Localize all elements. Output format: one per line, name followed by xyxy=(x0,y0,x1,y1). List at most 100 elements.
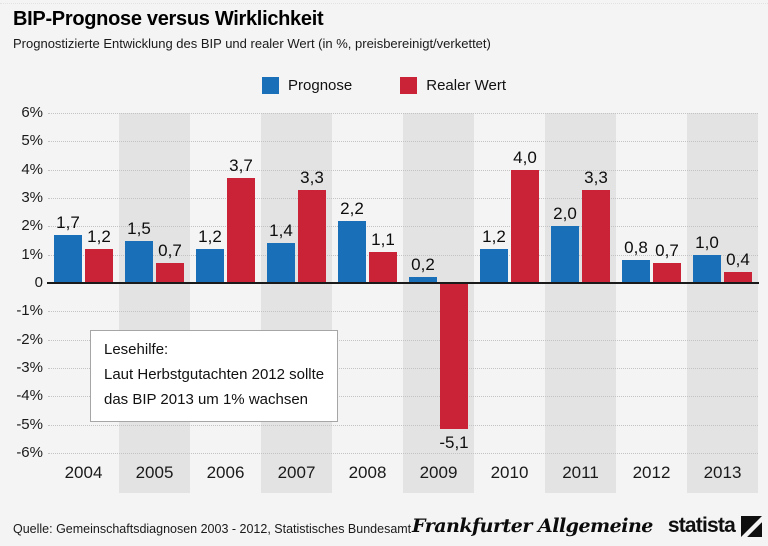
x-axis-label-2006: 2006 xyxy=(206,463,245,482)
bar-value-label-realer-wert-2009: -5,1 xyxy=(439,432,469,452)
y-axis-tick-label: 5% xyxy=(21,132,43,150)
y-axis-tick-label: 3% xyxy=(21,189,43,206)
column-band-2005 xyxy=(119,113,190,493)
bar-value-label-realer-wert-2013: 0,4 xyxy=(726,249,750,269)
bar-prognose-2004 xyxy=(54,234,82,283)
bar-prognose-2005 xyxy=(125,240,153,283)
x-axis-label-2004: 2004 xyxy=(64,463,103,482)
bar-prognose-2009 xyxy=(409,277,437,283)
y-axis-tick-label: 2% xyxy=(21,217,43,235)
bar-realer-wert-2011 xyxy=(582,189,610,283)
bar-value-label-realer-wert-2012: 0,7 xyxy=(655,241,679,261)
bar-value-label-realer-wert-2007: 3,3 xyxy=(300,167,324,187)
footer-logos: Frankfurter Allgemeine statista xyxy=(412,514,762,538)
bar-realer-wert-2010 xyxy=(511,169,539,283)
y-axis-tick-label: -3% xyxy=(16,359,43,376)
bar-value-label-realer-wert-2010: 4,0 xyxy=(513,147,537,167)
bar-prognose-2011 xyxy=(551,226,579,283)
bar-realer-wert-2007 xyxy=(298,189,326,283)
bar-prognose-2012 xyxy=(622,260,650,283)
bar-value-label-prognose-2012: 0,8 xyxy=(624,238,648,258)
bar-prognose-2010 xyxy=(480,249,508,283)
gridline--4% xyxy=(48,396,758,398)
gridline-6% xyxy=(48,113,758,114)
top-divider xyxy=(0,3,768,4)
y-axis-tick-label: 6% xyxy=(21,104,43,121)
x-axis-label-2005: 2005 xyxy=(135,463,174,482)
statista-logo-text: statista xyxy=(667,514,736,537)
bar-realer-wert-2008 xyxy=(369,251,397,283)
annotation-line: Laut Herbstgutachten 2012 sollte xyxy=(104,366,325,383)
legend-swatch-prognose xyxy=(262,77,280,94)
bar-realer-wert-2012 xyxy=(653,263,681,283)
x-axis-label-2009: 2009 xyxy=(419,463,458,482)
source-note: Quelle: Gemeinschaftsdiagnosen 2003 - 20… xyxy=(13,522,412,536)
y-axis-tick-label: 1% xyxy=(21,245,43,263)
y-axis-tick-label: 0 xyxy=(34,274,43,291)
x-axis-label-2010: 2010 xyxy=(490,463,529,482)
bar-prognose-2008 xyxy=(338,220,366,283)
bar-value-label-realer-wert-2008: 1,1 xyxy=(371,229,395,249)
bar-value-label-prognose-2013: 1,0 xyxy=(695,232,719,252)
gridline-1% xyxy=(48,254,758,256)
frankfurter-allgemeine-logo: Frankfurter Allgemeine xyxy=(412,515,653,537)
annotation-box: Lesehilfe: Laut Herbstgutachten 2012 sol… xyxy=(90,330,339,422)
gridline--5% xyxy=(48,424,758,426)
x-axis-label-2008: 2008 xyxy=(348,463,387,482)
gridline--2% xyxy=(48,339,758,341)
y-axis-tick-label: -1% xyxy=(16,302,43,320)
x-axis-label-2007: 2007 xyxy=(277,463,316,482)
gridline-3% xyxy=(48,198,758,199)
legend-item-prognose: Prognose xyxy=(262,77,352,94)
bar-realer-wert-2005 xyxy=(156,263,184,283)
column-band-2013 xyxy=(687,113,758,493)
legend-label-prognose: Prognose xyxy=(288,77,353,94)
gridline--3% xyxy=(48,368,758,369)
bar-value-label-prognose-2005: 1,5 xyxy=(127,218,151,238)
bar-value-label-realer-wert-2006: 3,7 xyxy=(229,156,253,176)
y-axis-tick-label: -2% xyxy=(16,330,43,348)
gridline--1% xyxy=(48,311,758,313)
bar-realer-wert-2006 xyxy=(227,178,255,283)
bar-realer-wert-2009 xyxy=(440,284,468,429)
x-axis-label-2013: 2013 xyxy=(703,463,742,482)
gridline--6% xyxy=(48,453,758,454)
statista-logo-icon xyxy=(741,515,762,537)
column-band-2011 xyxy=(545,113,616,493)
column-band-2007 xyxy=(261,113,332,493)
gridline-4% xyxy=(48,169,758,171)
bar-value-label-prognose-2010: 1,2 xyxy=(482,227,506,246)
bar-realer-wert-2013 xyxy=(724,271,752,283)
legend-item-realer-wert: Realer Wert xyxy=(400,77,506,94)
y-axis-tick-label: -4% xyxy=(16,387,43,405)
page-title: BIP-Prognose versus Wirklichkeit xyxy=(13,8,324,30)
bar-value-label-realer-wert-2005: 0,7 xyxy=(158,241,182,261)
x-axis-label-2011: 2011 xyxy=(562,463,599,482)
bar-value-label-realer-wert-2004: 1,2 xyxy=(87,227,111,246)
bar-value-label-prognose-2006: 1,2 xyxy=(198,227,222,246)
zero-axis-line xyxy=(47,282,759,284)
bar-prognose-2006 xyxy=(196,249,224,283)
bar-value-label-prognose-2011: 2,0 xyxy=(553,204,577,224)
bar-value-label-prognose-2007: 1,4 xyxy=(269,221,293,241)
page-subtitle: Prognostizierte Entwicklung des BIP und … xyxy=(13,36,491,51)
gridline-5% xyxy=(48,141,758,143)
legend-label-realer-wert: Realer Wert xyxy=(426,77,506,94)
x-axis-label-2012: 2012 xyxy=(632,463,671,482)
annotation-line: Lesehilfe: xyxy=(104,341,169,358)
bar-value-label-prognose-2009: 0,2 xyxy=(411,255,435,275)
y-axis-tick-label: 4% xyxy=(21,160,43,178)
bar-value-label-realer-wert-2011: 3,3 xyxy=(584,167,608,187)
y-axis-tick-label: -5% xyxy=(16,415,43,433)
bar-value-label-prognose-2008: 2,2 xyxy=(340,198,364,218)
legend: Prognose Realer Wert xyxy=(0,77,768,94)
gridline-2% xyxy=(48,226,758,228)
bar-prognose-2007 xyxy=(267,243,295,283)
statista-logo: statista xyxy=(668,514,762,538)
bar-value-label-prognose-2004: 1,7 xyxy=(56,212,80,232)
legend-swatch-realer-wert xyxy=(400,77,418,94)
bar-realer-wert-2004 xyxy=(85,249,113,283)
bar-prognose-2013 xyxy=(693,254,721,283)
